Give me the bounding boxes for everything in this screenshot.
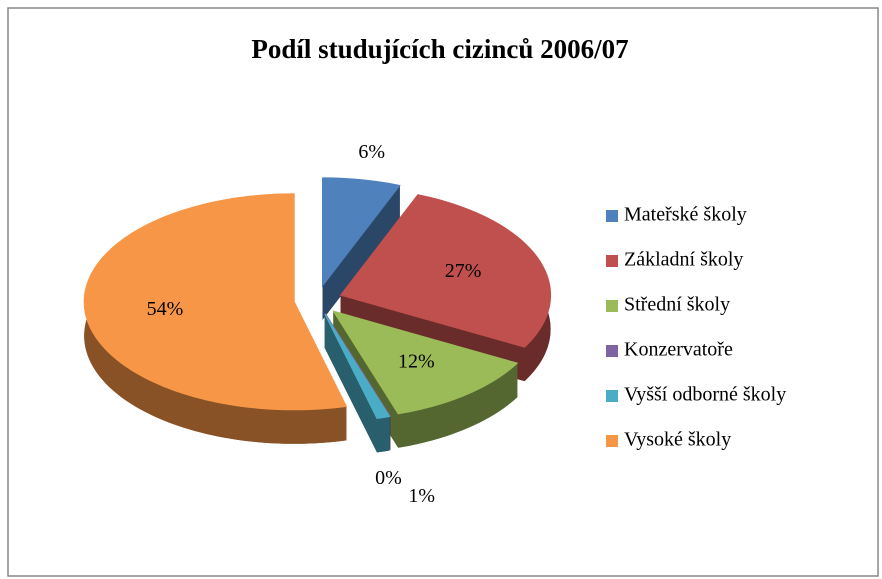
data-label: 27% bbox=[445, 260, 482, 282]
legend-swatch bbox=[606, 390, 618, 402]
slice-rim bbox=[398, 363, 518, 448]
legend-label: Mateřské školy bbox=[624, 204, 747, 226]
chart-title: Podíl studujících cizinců 2006/07 bbox=[251, 34, 628, 64]
legend-label: Vyšší odborné školy bbox=[624, 384, 786, 406]
slice bbox=[83, 193, 348, 411]
legend-label: Základní školy bbox=[624, 249, 743, 271]
labels: 6% 27% 12% 0% 1% 54% bbox=[147, 141, 482, 507]
legend-label: Konzervatoře bbox=[624, 339, 733, 361]
slice bbox=[321, 177, 401, 288]
slice bbox=[332, 310, 519, 415]
pie-tops bbox=[83, 177, 552, 419]
legend-swatch bbox=[606, 255, 618, 267]
data-label: 54% bbox=[147, 298, 184, 320]
legend-swatch bbox=[606, 300, 618, 312]
legend-label: Vysoké školy bbox=[624, 429, 731, 451]
slice-wall bbox=[324, 313, 377, 453]
slice bbox=[324, 313, 391, 419]
data-label: 0% bbox=[375, 467, 402, 489]
legend-label: Střední školy bbox=[624, 294, 730, 316]
legend-swatch bbox=[606, 210, 618, 222]
legend-swatch bbox=[606, 435, 618, 447]
legend-swatch bbox=[606, 345, 618, 357]
data-label: 1% bbox=[408, 485, 435, 507]
data-label: 6% bbox=[358, 141, 385, 163]
slice bbox=[339, 194, 552, 348]
slice-wall bbox=[322, 185, 400, 320]
slice-rim bbox=[376, 416, 390, 453]
slice bbox=[324, 313, 391, 417]
data-label: 12% bbox=[398, 350, 435, 372]
